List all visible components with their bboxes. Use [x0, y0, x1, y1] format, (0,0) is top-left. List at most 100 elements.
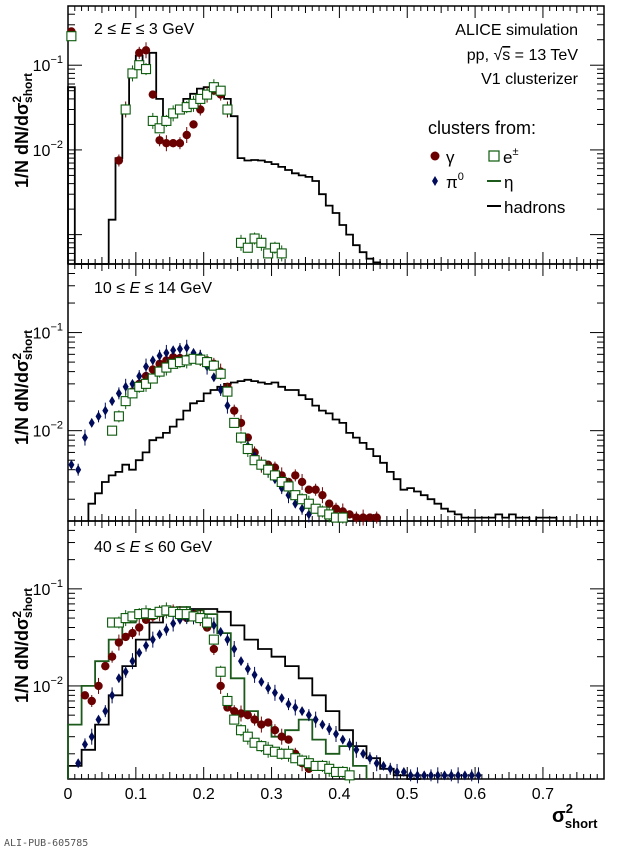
point-gamma: [189, 120, 198, 129]
point-pi0: [373, 758, 380, 769]
point-gamma: [114, 638, 124, 647]
point-pi0: [434, 770, 441, 781]
point-electron: [242, 242, 253, 253]
point-gamma: [352, 513, 361, 522]
point-pi0: [414, 770, 421, 781]
point-electron: [202, 617, 213, 628]
point-electron: [147, 373, 158, 384]
point-pi0: [231, 644, 238, 655]
point-pi0: [333, 728, 339, 739]
point-pi0: [461, 770, 468, 781]
point-gamma: [257, 720, 266, 729]
point-pi0: [475, 770, 482, 781]
point-pi0: [109, 690, 116, 701]
point-electron: [235, 725, 247, 736]
point-pi0: [366, 753, 373, 764]
point-gamma: [114, 156, 124, 165]
point-pi0: [210, 372, 217, 383]
point-pi0: [224, 634, 231, 645]
point-pi0: [326, 724, 333, 735]
point-electron: [222, 695, 233, 707]
point-gamma: [148, 90, 158, 99]
point-electron: [147, 115, 158, 126]
legend-gamma-marker: [430, 151, 440, 161]
point-electron: [229, 714, 240, 725]
point-pi0: [258, 676, 265, 687]
y-tick-label: 10−1: [33, 322, 63, 343]
point-pi0: [394, 766, 401, 777]
legend-hadrons-label: hadrons: [504, 198, 565, 217]
point-electron: [276, 248, 287, 259]
point-electron: [208, 634, 219, 645]
tick-labels: 10−1 10−2 10−1 10−2 10−1 10−2 0 0.1 0.2 0.3 0.4 0.5…: [33, 54, 554, 803]
point-electron: [161, 115, 172, 126]
point-electron: [256, 237, 267, 248]
point-electron: [242, 443, 253, 455]
point-pi0: [217, 626, 224, 637]
point-pi0: [129, 378, 136, 389]
point-gamma: [230, 706, 239, 716]
histogram-eta: [67, 606, 368, 779]
point-pi0: [448, 770, 455, 781]
header-line3: V1 clusterizer: [481, 71, 579, 88]
point-pi0: [88, 731, 95, 742]
point-pi0: [455, 770, 462, 781]
point-gamma: [141, 46, 151, 55]
point-pi0: [305, 710, 312, 721]
point-pi0: [75, 464, 82, 475]
point-pi0: [156, 350, 163, 361]
energy-range-bottom: 40 ≤ E ≤ 60 GeV: [94, 539, 212, 556]
point-electron: [66, 31, 77, 42]
point-pi0: [75, 758, 82, 769]
y-axis-label-bottom: 1/N dN/dσ2short: [10, 588, 35, 703]
histogram-hadrons: [67, 51, 381, 265]
point-electron: [222, 104, 233, 115]
y-axis-label-top: 1/N dN/dσ2short: [10, 73, 35, 188]
point-gamma: [107, 652, 117, 661]
point-electron: [222, 386, 233, 397]
x-axis-label: σ2 short: [552, 801, 598, 831]
point-electron: [107, 425, 118, 436]
point-pi0: [305, 509, 312, 520]
point-pi0: [81, 739, 88, 750]
point-gamma: [182, 130, 191, 140]
legend-pi0-marker: [432, 176, 438, 186]
point-electron: [242, 731, 253, 742]
legend-eta: η: [487, 173, 513, 192]
point-pi0: [278, 693, 285, 704]
point-electron: [344, 770, 355, 781]
histogram-hadrons: [67, 608, 421, 780]
point-gamma: [365, 513, 375, 522]
point-pi0: [163, 624, 170, 635]
point-gamma: [304, 485, 314, 494]
point-pi0: [224, 400, 231, 411]
point-pi0: [136, 371, 143, 382]
point-pi0: [88, 417, 95, 428]
point-gamma: [291, 471, 300, 480]
point-gamma: [121, 632, 130, 642]
point-gamma: [128, 628, 137, 638]
point-pi0: [163, 347, 170, 358]
legend-hadrons: hadrons: [487, 198, 565, 217]
point-pi0: [339, 734, 346, 745]
point-pi0: [149, 355, 156, 366]
point-gamma: [250, 715, 259, 724]
point-gamma: [230, 406, 239, 415]
point-gamma: [209, 644, 219, 654]
point-pi0: [380, 760, 387, 771]
point-electron: [215, 368, 226, 379]
point-pi0: [353, 744, 360, 755]
point-gamma: [135, 623, 144, 632]
x-tick-label: 0.2: [193, 786, 215, 803]
point-electron: [140, 64, 152, 75]
point-gamma: [135, 48, 144, 58]
point-pi0: [95, 714, 102, 725]
point-pi0: [427, 770, 434, 781]
point-electron: [127, 388, 138, 399]
point-pi0: [292, 702, 299, 713]
point-pi0: [441, 770, 448, 781]
axis-ticks: [67, 5, 605, 779]
point-pi0: [468, 770, 475, 781]
point-pi0: [176, 343, 183, 354]
